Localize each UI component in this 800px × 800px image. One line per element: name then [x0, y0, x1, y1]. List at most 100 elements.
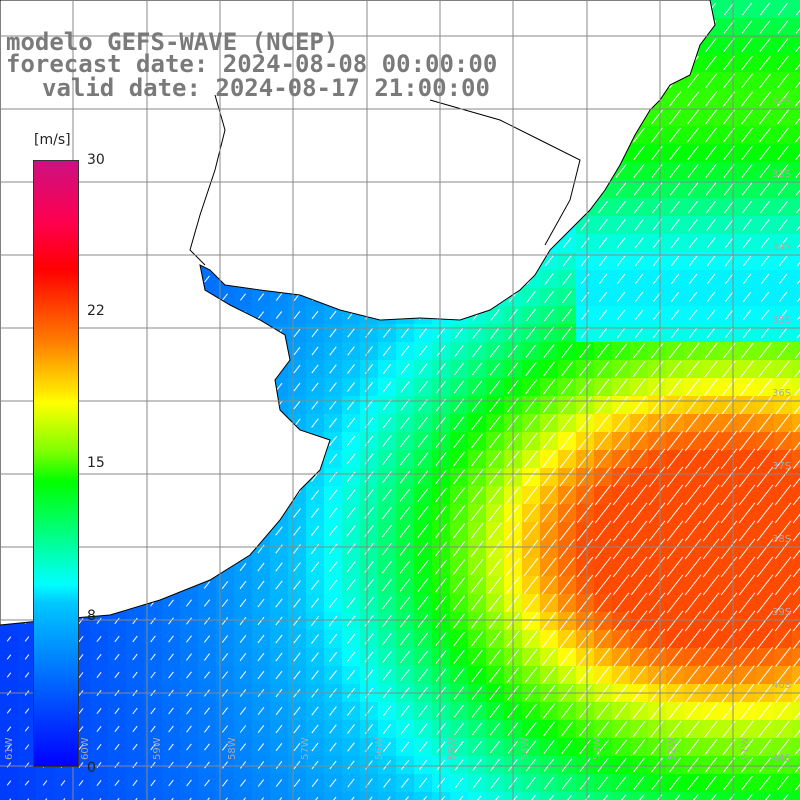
wind-arrow: [577, 414, 593, 432]
wind-arrow: [757, 665, 773, 685]
wind-arrow: [648, 556, 666, 578]
wind-arrow: [650, 702, 664, 720]
wind-arrow: [741, 109, 753, 125]
speed-cell: [792, 252, 800, 270]
wind-arrow: [436, 723, 446, 735]
wind-arrow: [615, 757, 627, 773]
wind-arrow: [702, 556, 720, 578]
wind-arrow: [471, 667, 483, 683]
wind-arrow: [577, 449, 593, 469]
wind-arrow: [346, 669, 356, 681]
wind-arrow: [794, 765, 800, 773]
wind-arrow: [670, 327, 680, 339]
wind-arrow: [776, 720, 790, 738]
wind-arrow: [758, 360, 772, 378]
speed-cell: [630, 792, 648, 800]
wind-arrow: [418, 723, 428, 735]
wind-arrow: [598, 255, 608, 267]
wind-arrow: [383, 760, 391, 770]
wind-arrow: [293, 346, 301, 356]
wind-arrow: [704, 720, 718, 738]
wind-arrow: [633, 757, 645, 773]
wind-arrow: [293, 598, 301, 608]
wind-arrow: [667, 430, 683, 452]
wind-arrow: [760, 237, 770, 249]
wind-arrow: [669, 127, 681, 143]
wind-arrow: [793, 693, 800, 703]
wind-arrow: [364, 579, 374, 591]
wind-arrow: [742, 291, 752, 303]
wind-arrow: [435, 595, 447, 611]
wind-arrow: [279, 797, 283, 800]
wind-arrow: [543, 326, 555, 340]
wind-arrow: [257, 670, 265, 680]
wind-arrow: [346, 417, 356, 429]
latitude-label: 37S: [772, 461, 791, 472]
wind-arrow: [346, 453, 356, 465]
wind-arrow: [471, 362, 483, 376]
wind-arrow: [688, 291, 698, 303]
speed-cell: [792, 216, 800, 234]
wind-arrow: [132, 617, 138, 625]
wind-arrow: [720, 646, 738, 668]
wind-arrow: [541, 611, 557, 631]
wind-arrow: [203, 653, 211, 661]
wind-arrow: [399, 560, 411, 574]
wind-arrow: [688, 327, 698, 339]
longitude-label: 59W: [152, 737, 163, 760]
wind-arrow: [738, 466, 756, 488]
wind-arrow: [150, 725, 156, 733]
wind-arrow: [711, 794, 717, 800]
wind-arrow: [132, 653, 138, 661]
wind-arrow: [542, 379, 556, 395]
wind-arrow: [723, 164, 735, 178]
wind-arrow: [168, 779, 174, 787]
colorbar-tick: 8: [87, 608, 96, 624]
wind-arrow: [777, 20, 789, 34]
wind-arrow: [347, 346, 355, 356]
speed-cell: [144, 792, 162, 800]
wind-arrow: [774, 628, 792, 650]
wind-arrow: [381, 542, 393, 556]
wind-arrow: [275, 670, 283, 680]
wind-arrow: [577, 647, 593, 667]
wind-arrow: [78, 744, 84, 750]
wind-arrow: [364, 417, 374, 429]
speed-cell: [792, 432, 800, 450]
wind-arrow: [702, 484, 720, 506]
wind-arrow: [616, 200, 626, 214]
wind-arrow: [562, 237, 572, 249]
wind-arrow: [577, 629, 593, 649]
wind-arrow: [400, 434, 410, 448]
wind-arrow: [738, 610, 756, 632]
wind-arrow: [470, 504, 484, 522]
wind-arrow: [595, 665, 611, 685]
wind-arrow: [328, 597, 338, 609]
wind-arrow: [435, 505, 447, 521]
wind-arrow: [489, 362, 501, 376]
wind-arrow: [275, 598, 283, 608]
wind-arrow: [616, 219, 626, 231]
wind-arrow: [293, 508, 301, 518]
wind-arrow: [794, 351, 800, 359]
wind-arrow: [720, 610, 738, 632]
speed-cell: [792, 594, 800, 612]
wind-arrow: [114, 653, 120, 661]
wind-arrow: [777, 91, 789, 107]
wind-arrow: [777, 2, 789, 16]
speed-cell: [324, 792, 342, 800]
wind-arrow: [633, 182, 645, 196]
wind-arrow: [329, 400, 337, 410]
wind-arrow: [760, 273, 770, 285]
speed-cell: [792, 486, 800, 504]
wind-arrow: [435, 668, 447, 682]
wind-arrow: [576, 556, 594, 578]
wind-arrow: [741, 182, 753, 196]
wind-arrow: [328, 489, 338, 501]
wind-arrow: [239, 779, 247, 787]
wind-arrow: [579, 776, 591, 790]
wind-arrow: [759, 55, 771, 71]
wind-arrow: [706, 327, 716, 339]
latitude-label: 40S: [772, 680, 791, 691]
wind-arrow: [756, 538, 774, 560]
